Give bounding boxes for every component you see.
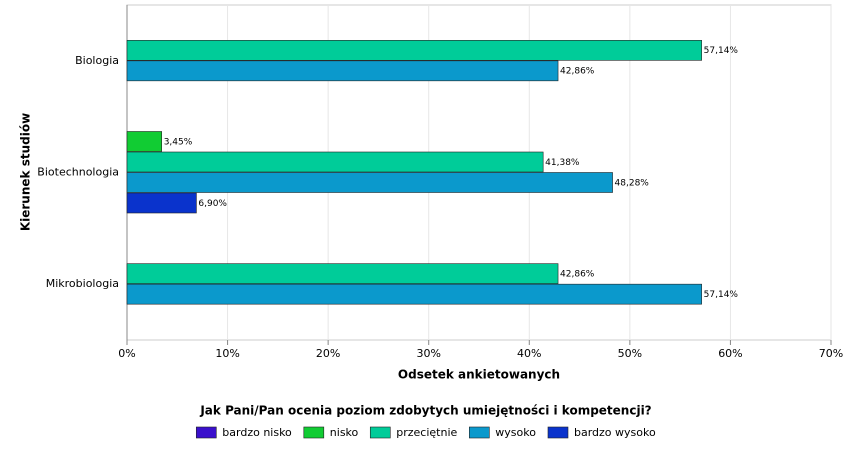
legend-title: Jak Pani/Pan ocenia poziom zdobytych umi… bbox=[199, 404, 651, 418]
x-tick-label: 0% bbox=[118, 347, 135, 360]
value-label: 3,45% bbox=[164, 137, 193, 147]
value-label: 42,86% bbox=[560, 269, 595, 279]
x-tick-label: 50% bbox=[618, 347, 642, 360]
bar bbox=[126, 172, 613, 193]
legend-label: nisko bbox=[330, 426, 359, 439]
y-tick-label: Biotechnologia bbox=[37, 166, 119, 179]
legend-swatch bbox=[303, 426, 325, 439]
bar bbox=[126, 151, 544, 173]
value-label: 48,28% bbox=[615, 178, 650, 188]
x-tick-label: 40% bbox=[517, 347, 541, 360]
x-tick-label: 10% bbox=[215, 347, 239, 360]
value-label: 57,14% bbox=[704, 290, 739, 300]
bar bbox=[126, 131, 162, 152]
y-tick-label: Biologia bbox=[75, 54, 119, 67]
bar bbox=[126, 192, 197, 214]
bar bbox=[126, 283, 702, 305]
value-label: 41,38% bbox=[545, 158, 580, 168]
y-tick-label: Mikrobiologia bbox=[46, 277, 119, 290]
legend-swatch bbox=[547, 426, 569, 439]
value-label: 6,90% bbox=[198, 199, 227, 209]
legend-label: bardzo wysoko bbox=[574, 426, 656, 439]
bar bbox=[126, 60, 559, 82]
bar bbox=[126, 263, 559, 284]
value-label: 57,14% bbox=[704, 46, 739, 56]
legend-swatch bbox=[469, 426, 490, 439]
value-label: 42,86% bbox=[560, 67, 595, 77]
legend-label: przeciętnie bbox=[396, 426, 457, 439]
legend-label: bardzo nisko bbox=[222, 426, 292, 439]
x-axis-title: Odsetek ankietowanych bbox=[398, 368, 560, 382]
bar bbox=[126, 40, 702, 61]
legend-label: wysoko bbox=[495, 426, 536, 439]
x-tick-label: 70% bbox=[819, 347, 843, 360]
legend-swatch bbox=[195, 426, 217, 439]
legend-swatch bbox=[369, 426, 391, 439]
y-axis-title: Kierunek studiów bbox=[19, 113, 33, 231]
x-tick-label: 20% bbox=[316, 347, 340, 360]
x-tick-label: 60% bbox=[718, 347, 742, 360]
x-tick-label: 30% bbox=[416, 347, 440, 360]
